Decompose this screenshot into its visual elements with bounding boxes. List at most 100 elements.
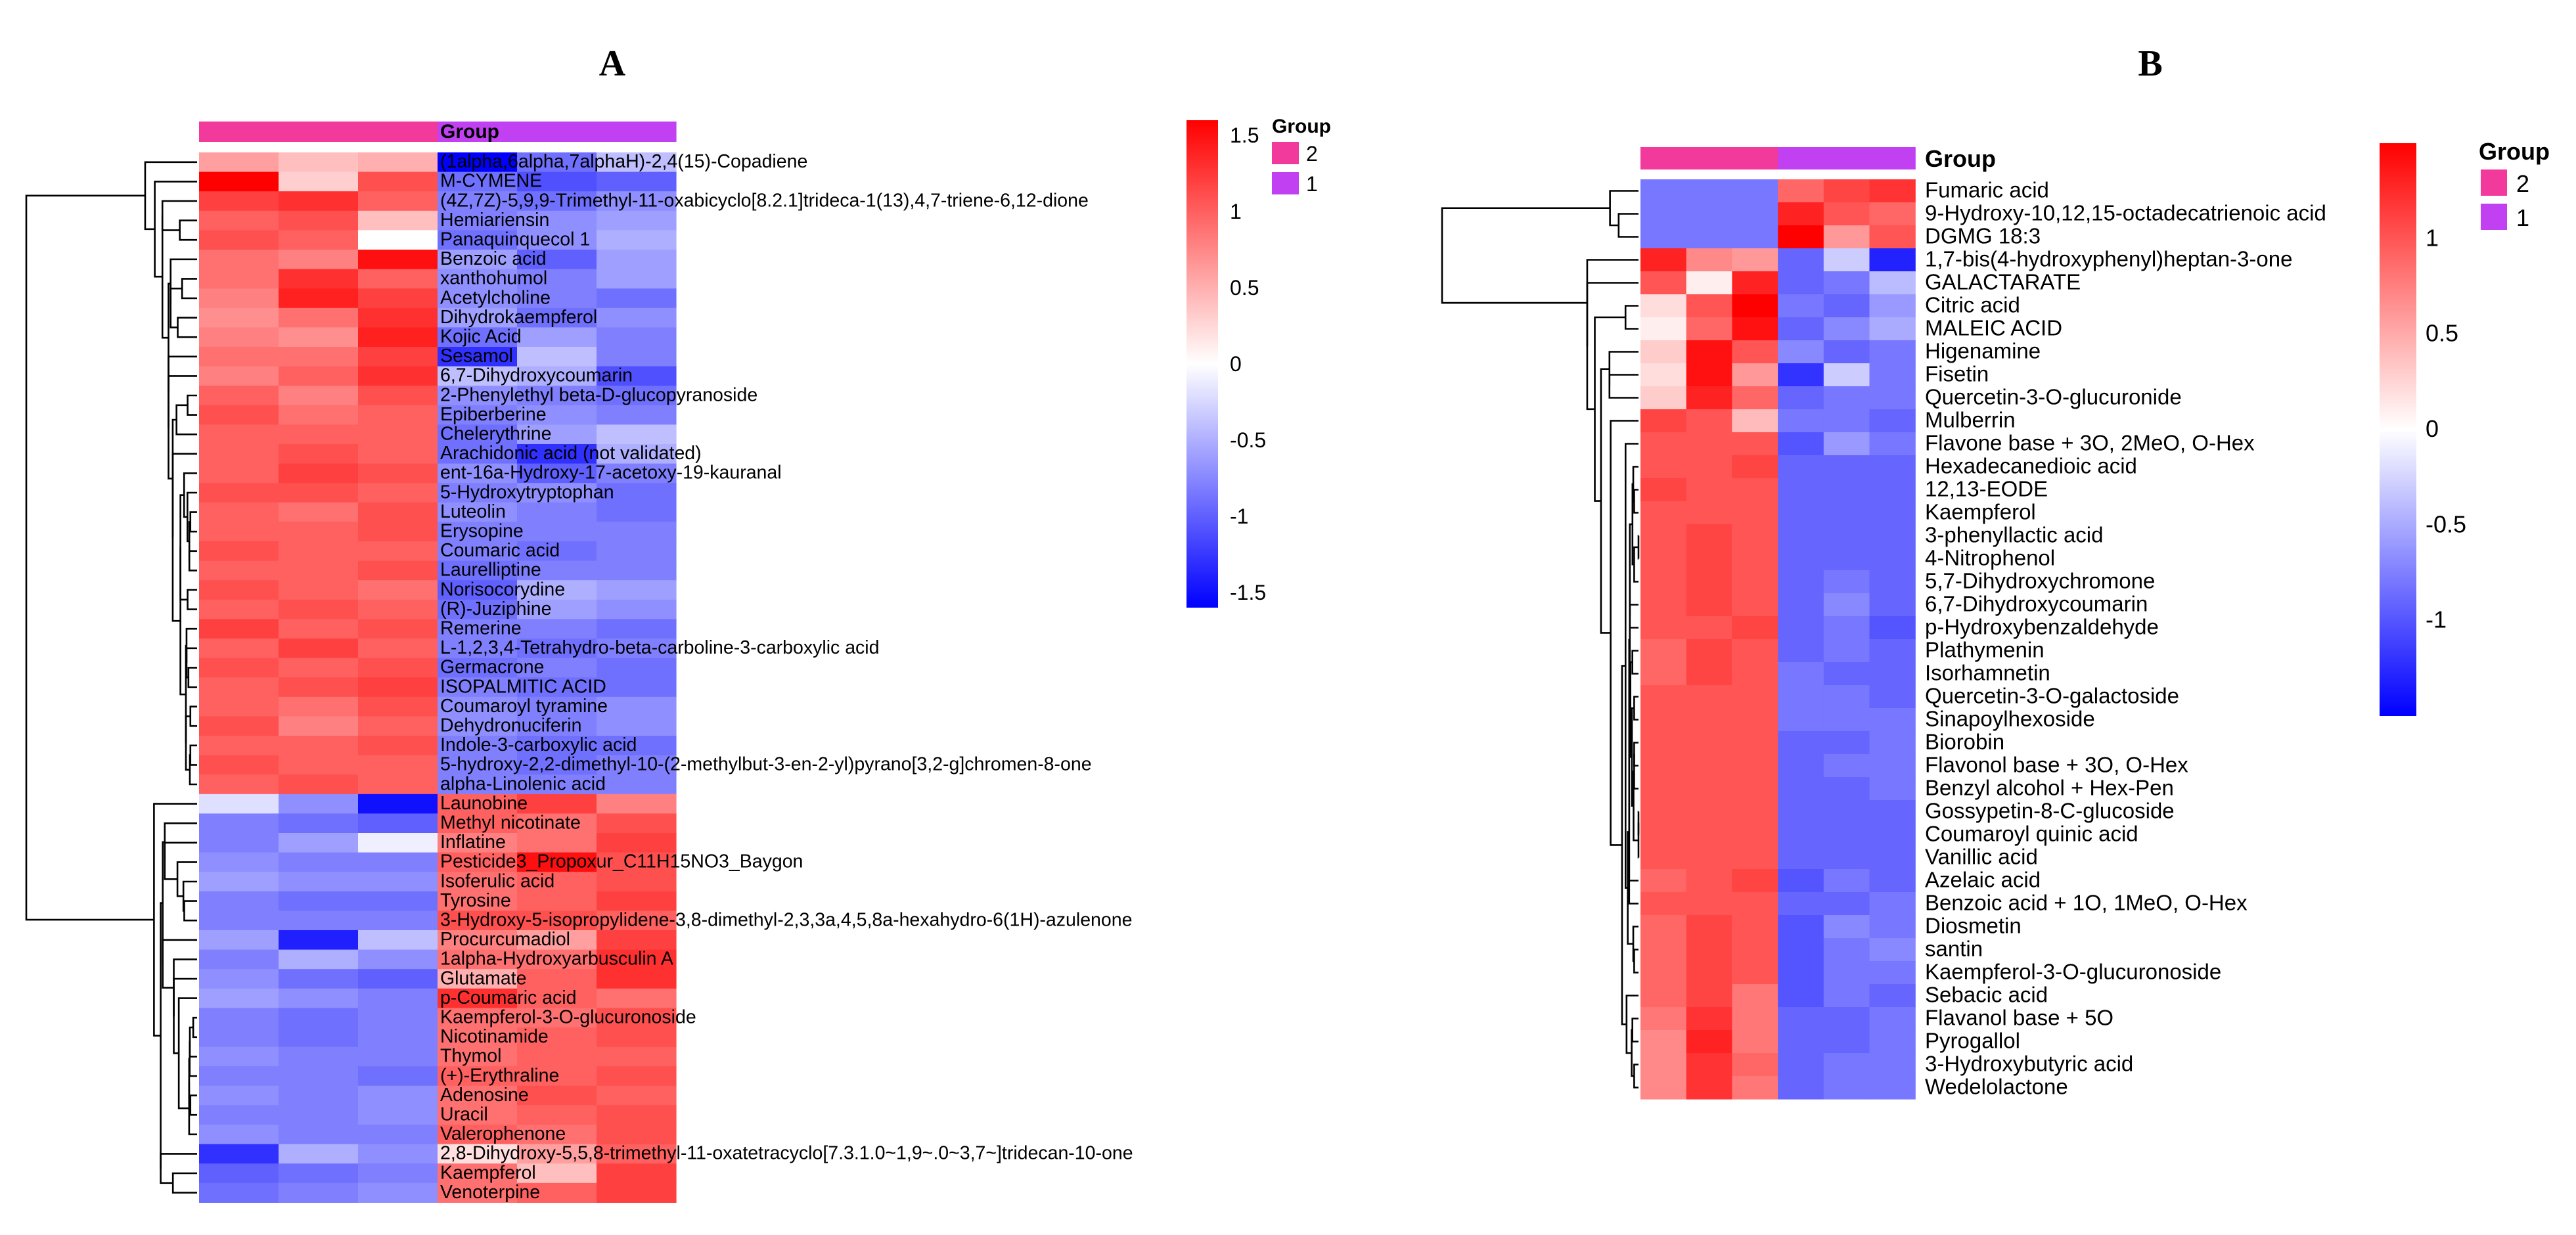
heatmap-cell bbox=[199, 696, 279, 717]
heatmap-cell bbox=[1732, 455, 1778, 479]
heatmap-cell bbox=[1686, 915, 1732, 939]
heatmap-cell bbox=[199, 1163, 279, 1184]
heatmap-cell bbox=[1640, 570, 1687, 594]
heatmap-cell bbox=[1823, 846, 1870, 870]
heatmap-cell bbox=[199, 716, 279, 736]
heatmap-cell bbox=[279, 424, 359, 445]
heatmap-cell bbox=[517, 716, 597, 736]
heatmap-cell bbox=[1823, 1007, 1870, 1031]
heatmap-cell bbox=[279, 522, 359, 542]
heatmap-cell bbox=[1823, 386, 1870, 410]
dendrogram-branch bbox=[185, 644, 187, 744]
heatmap-cell bbox=[1640, 984, 1687, 1008]
dendrogram-branch bbox=[183, 472, 197, 518]
heatmap-cell bbox=[358, 619, 438, 639]
heatmap-cell bbox=[1732, 1053, 1778, 1077]
heatmap-cell bbox=[597, 250, 677, 270]
heatmap-cell bbox=[1732, 271, 1778, 295]
heatmap-cell bbox=[1778, 1076, 1824, 1100]
heatmap-cell bbox=[199, 444, 279, 464]
heatmap-a-dendrogram bbox=[25, 161, 197, 1194]
heatmap-cell bbox=[597, 424, 677, 445]
heatmap-cell bbox=[597, 872, 677, 892]
group-bar-cell bbox=[597, 122, 677, 142]
heatmap-cell bbox=[358, 794, 438, 814]
row-label: Mulberrin bbox=[1925, 407, 2016, 432]
heatmap-cell bbox=[279, 988, 359, 1008]
heatmap-cell bbox=[1732, 1030, 1778, 1054]
dendrogram-branch bbox=[176, 861, 197, 897]
heatmap-cell bbox=[1778, 915, 1824, 939]
heatmap-cell bbox=[358, 1144, 438, 1164]
heatmap-cell bbox=[1778, 225, 1824, 249]
heatmap-cell bbox=[438, 288, 518, 309]
heatmap-cell bbox=[199, 580, 279, 600]
heatmap-cell bbox=[1732, 340, 1778, 364]
heatmap-cell bbox=[199, 1066, 279, 1087]
heatmap-cell bbox=[1869, 271, 1916, 295]
heatmap-cell bbox=[1686, 271, 1732, 295]
row-label: Uracil bbox=[440, 1104, 488, 1125]
heatmap-cell bbox=[1640, 1076, 1687, 1100]
heatmap-a-colorbar: 1.5 1 0.5 0 -0.5 -1 -1.5 bbox=[1186, 120, 1266, 608]
dendrogram-branch bbox=[1629, 604, 1638, 629]
row-label: L-1,2,3,4-Tetrahydro-beta-carboline-3-ca… bbox=[440, 637, 879, 658]
row-label: GALACTARATE bbox=[1925, 269, 2081, 294]
heatmap-cell bbox=[1869, 777, 1916, 801]
heatmap-cell bbox=[1869, 317, 1916, 341]
heatmap-cell bbox=[438, 1163, 518, 1184]
heatmap-cell bbox=[1823, 662, 1870, 686]
heatmap-cell bbox=[1823, 938, 1870, 962]
heatmap-cell bbox=[199, 366, 279, 386]
row-label: 12,13-EODE bbox=[1925, 476, 2048, 501]
heatmap-cell bbox=[1732, 777, 1778, 801]
heatmap-cell bbox=[438, 599, 518, 619]
dendrogram-branch bbox=[189, 1094, 197, 1116]
heatmap-cell bbox=[597, 171, 677, 192]
heatmap-cell bbox=[517, 327, 597, 348]
heatmap-a-row-labels: (1alpha,6alpha,7alphaH)-2,4(15)-Copadien… bbox=[440, 151, 1133, 1203]
heatmap-cell bbox=[1640, 777, 1687, 801]
heatmap-cell bbox=[199, 775, 279, 795]
heatmap-cell bbox=[597, 1105, 677, 1125]
heatmap-cell bbox=[1823, 294, 1870, 318]
heatmap-cell bbox=[438, 230, 518, 250]
heatmap-cell bbox=[517, 1046, 597, 1067]
row-label: Methyl nicotinate bbox=[440, 812, 581, 833]
row-label: Flavanol base + 5O bbox=[1925, 1005, 2113, 1029]
dendrogram-branch bbox=[171, 1172, 197, 1194]
row-label: Valerophenone bbox=[440, 1123, 566, 1144]
heatmap-cell bbox=[1778, 869, 1824, 893]
heatmap-cell bbox=[279, 891, 359, 911]
group-bar-cell bbox=[358, 122, 438, 142]
row-label: Remerine bbox=[440, 618, 522, 639]
heatmap-cell bbox=[199, 677, 279, 698]
row-label: Chelerythrine bbox=[440, 423, 552, 444]
heatmap-cell bbox=[1732, 800, 1778, 824]
row-label: Fumaric acid bbox=[1925, 177, 2049, 202]
row-label: Coumaroyl quinic acid bbox=[1925, 821, 2138, 845]
row-label: Citric acid bbox=[1925, 292, 2020, 317]
heatmap-cell bbox=[1686, 984, 1732, 1008]
colorbar-gradient bbox=[2380, 143, 2416, 716]
row-label: Kaempferol bbox=[1925, 499, 2036, 524]
heatmap-cell bbox=[1640, 731, 1687, 755]
dendrogram-branch bbox=[169, 258, 197, 309]
colorbar-tick-label: 0 bbox=[1230, 352, 1242, 376]
heatmap-cell bbox=[1640, 225, 1687, 249]
heatmap-cell bbox=[1732, 869, 1778, 893]
row-label: Vanillic acid bbox=[1925, 844, 2038, 868]
heatmap-cell bbox=[597, 658, 677, 678]
heatmap-cell bbox=[438, 619, 518, 639]
heatmap-cell bbox=[438, 541, 518, 562]
row-label: Pesticide3_Propoxur_C11H15NO3_Baygon bbox=[440, 851, 803, 872]
heatmap-cell bbox=[199, 347, 279, 367]
row-label: 5-Hydroxytryptophan bbox=[440, 482, 614, 503]
heatmap-cell bbox=[438, 775, 518, 795]
heatmap-cell bbox=[279, 833, 359, 853]
heatmap-cell bbox=[1869, 846, 1916, 870]
row-label: Glutamate bbox=[440, 968, 526, 989]
row-label: Luteolin bbox=[440, 501, 506, 522]
heatmap-cell bbox=[1823, 547, 1870, 571]
